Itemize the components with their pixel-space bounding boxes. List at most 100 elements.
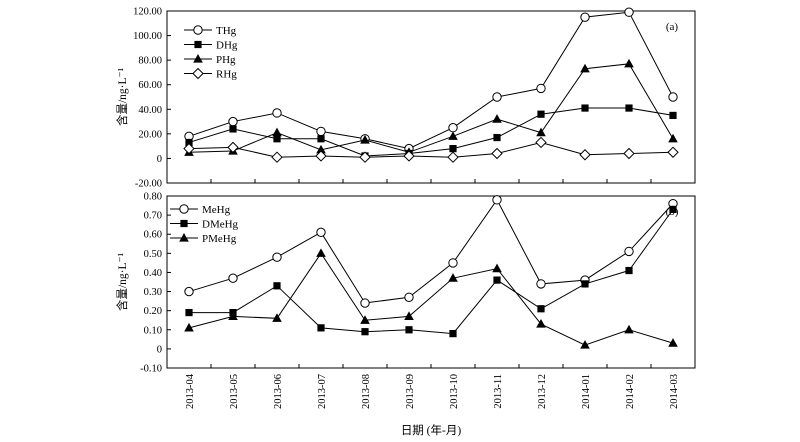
data-point-RHg (623, 147, 635, 160)
y-tick-label: 20.00 (138, 129, 162, 140)
data-point-DMeHg (581, 280, 589, 288)
data-point-DHg (185, 138, 193, 147)
series-PMeHg (184, 248, 678, 349)
data-point-DMeHg (405, 326, 413, 334)
y-tick-label: 0.30 (144, 287, 162, 298)
y-tick-label: 0.50 (144, 249, 162, 260)
data-point-DMeHg (449, 330, 457, 338)
series-line-DHg (188, 107, 674, 157)
data-point-DHg (229, 125, 237, 133)
data-point-DHg (625, 104, 633, 112)
data-point-THg (668, 92, 678, 102)
x-tick-label: 2013-09 (405, 374, 416, 409)
x-tick-label: 2014-01 (581, 374, 592, 409)
y-tick-label: 0.60 (144, 230, 162, 241)
data-point-MeHg (360, 298, 370, 308)
data-point-THg (536, 83, 546, 94)
data-point-MeHg (184, 286, 194, 297)
y-tick-label: 60.00 (138, 80, 162, 91)
data-point-MeHg (228, 273, 238, 283)
legend-label: THg (216, 25, 237, 37)
data-point-RHg (403, 150, 415, 162)
legend-entry-MeHg: MeHg (170, 204, 231, 216)
y-tick-label: -20.00 (135, 179, 162, 190)
y-tick-label: 0 (157, 344, 162, 355)
data-point-PHg (536, 127, 546, 137)
series-line-THg (188, 11, 674, 150)
y-tick-label: 0 (157, 154, 162, 165)
y-tick-label: 0.80 (144, 192, 162, 203)
data-point-DHg (537, 110, 545, 118)
legend-label: RHg (216, 69, 237, 81)
x-tick-label: 2013-08 (361, 374, 372, 409)
y-tick-label: 80.00 (138, 56, 162, 67)
series-line-DMeHg (189, 209, 674, 335)
y-tick-label: -0.10 (140, 364, 162, 375)
data-point-RHg (183, 142, 195, 155)
legend-entry-DMeHg: DMeHg (170, 219, 239, 231)
series-PHg (184, 58, 678, 156)
data-point-MeHg (492, 195, 502, 205)
panel-b: -0.10 0 0.10 0.20 0.30 0.40 0.50 0.60 0.70 0.80 含量… (115, 192, 696, 375)
data-point-THg (228, 116, 238, 127)
legend-entry-RHg: RHg (184, 67, 237, 81)
data-point-PMeHg (404, 311, 414, 320)
plot-frame (166, 195, 696, 369)
data-point-DHg (449, 145, 457, 153)
data-point-DMeHg (185, 308, 193, 317)
data-point-PMeHg (492, 263, 502, 273)
data-point-DMeHg (669, 205, 677, 213)
data-point-DHg (581, 104, 589, 112)
data-point-DMeHg (493, 276, 501, 284)
data-point-THg (624, 7, 634, 17)
x-tick-label: 2014-03 (669, 374, 680, 409)
x-tick-label: 2013-06 (273, 374, 284, 409)
data-point-DHg (273, 135, 281, 143)
legend-entry-THg: THg (184, 25, 237, 37)
x-tick-label: 2013-05 (229, 374, 240, 409)
series-DHg (185, 104, 677, 160)
data-point-DMeHg (273, 282, 281, 290)
series-line-RHg (188, 141, 674, 158)
data-point-THg (580, 12, 590, 22)
data-point-PMeHg (228, 311, 238, 320)
x-axis-title: 日期 (年-月) (401, 423, 462, 437)
data-point-PHg (580, 63, 590, 73)
data-point-MeHg (624, 246, 634, 257)
series-line-PMeHg (188, 252, 674, 346)
data-point-DMeHg (317, 324, 325, 332)
data-point-PMeHg (272, 313, 282, 322)
data-point-PMeHg (448, 273, 458, 282)
series-THg (184, 7, 678, 154)
data-point-DMeHg (537, 305, 545, 313)
panel-label: (a) (666, 21, 679, 33)
data-point-PMeHg (668, 338, 678, 347)
data-point-THg (316, 126, 326, 137)
data-point-PMeHg (536, 319, 546, 328)
data-point-DHg (317, 135, 325, 143)
data-point-MeHg (404, 292, 414, 302)
y-axis-title: 含量/ng·L⁻¹ (115, 252, 129, 311)
data-point-DHg (493, 133, 501, 142)
panel-a: -20.00 0 20.00 40.00 60.00 80.00 100.00 120.00 含… (115, 7, 696, 190)
legend-label: MeHg (202, 204, 231, 216)
legend-marker (193, 25, 203, 35)
x-tick-label: 2013-04 (185, 373, 196, 409)
data-point-PMeHg (624, 324, 634, 334)
series-line-PHg (188, 63, 674, 153)
data-point-MeHg (272, 252, 282, 262)
legend-marker (180, 219, 188, 228)
y-tick-label: 40.00 (138, 105, 162, 116)
data-point-PMeHg (360, 315, 370, 324)
legend-entry-PMeHg: PMeHg (170, 233, 237, 245)
data-point-PHg (360, 135, 370, 144)
data-point-PMeHg (580, 340, 590, 349)
x-tick-label: 2013-10 (449, 374, 460, 409)
data-point-MeHg (448, 258, 458, 268)
y-tick-label: 120.00 (133, 7, 162, 18)
legend-marker (179, 233, 189, 242)
data-point-THg (272, 108, 282, 118)
data-point-PHg (668, 133, 678, 143)
data-point-PMeHg (184, 322, 194, 332)
